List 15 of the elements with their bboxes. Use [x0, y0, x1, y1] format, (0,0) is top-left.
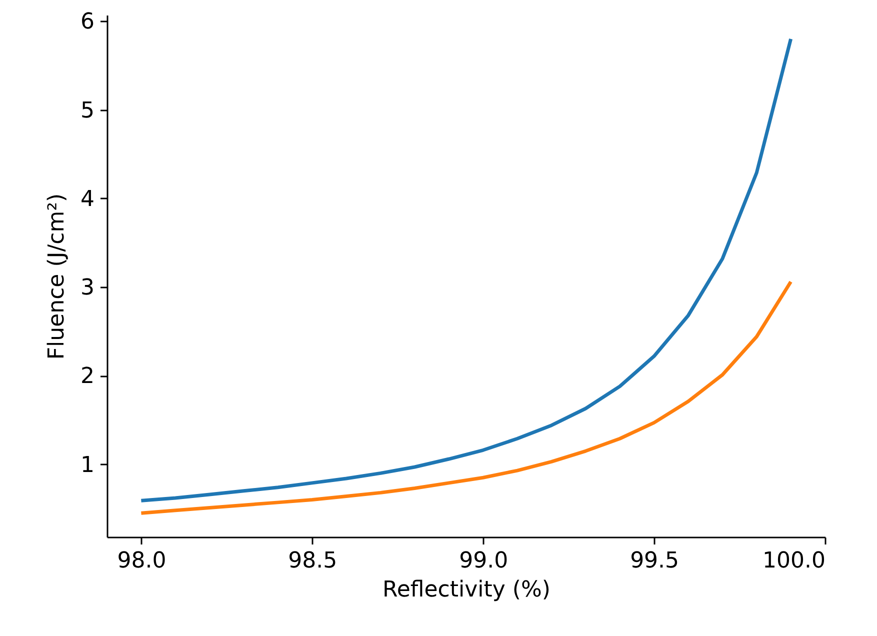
y-tick-label: 4 — [80, 186, 94, 212]
line-series — [139, 280, 793, 515]
line-series — [139, 37, 793, 502]
y-tick-label: 1 — [80, 452, 94, 478]
x-tick-label: 98.5 — [288, 548, 338, 574]
y-axis-title: Fluence (J/cm²) — [44, 193, 70, 360]
x-tick-label: 98.0 — [117, 548, 166, 574]
y-tick-label: 3 — [80, 276, 94, 301]
x-axis-title: Reflectivity (%) — [382, 578, 550, 602]
x-tick-label: 99.0 — [459, 548, 508, 574]
y-tick-label: 2 — [80, 364, 94, 390]
x-tick-label: 100.0 — [762, 548, 826, 574]
y-tick-label: 6 — [80, 10, 94, 35]
x-tick-label: 99.5 — [630, 548, 680, 574]
y-tick-label: 5 — [80, 98, 94, 124]
